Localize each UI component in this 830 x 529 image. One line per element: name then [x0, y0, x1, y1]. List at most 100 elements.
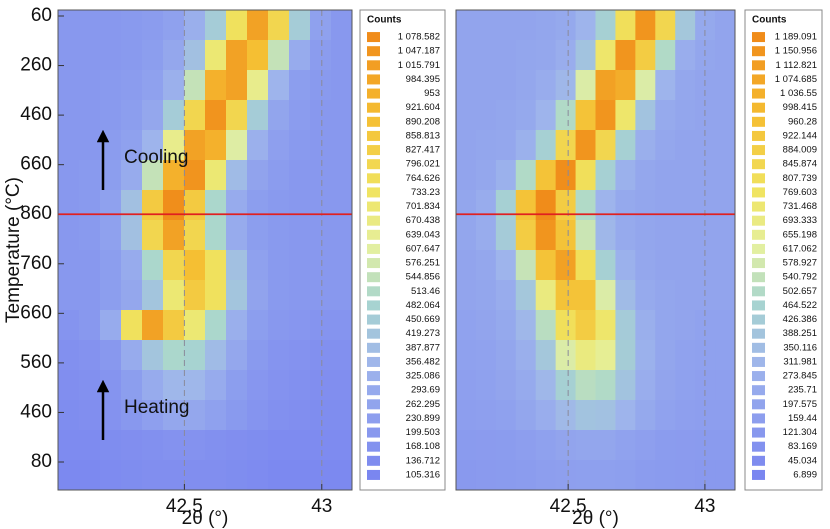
heat-cell	[635, 340, 656, 371]
heat-cell	[675, 430, 696, 461]
heat-cell	[184, 10, 206, 41]
heat-cell	[184, 460, 206, 491]
heat-cell	[475, 190, 497, 221]
heat-cell	[635, 460, 656, 491]
heat-cell	[100, 250, 122, 281]
heat-cell	[575, 130, 596, 161]
y-tick-label: 560	[20, 352, 52, 373]
heat-cell	[310, 310, 332, 341]
heat-cell	[142, 460, 164, 491]
legend-swatch	[752, 272, 765, 283]
legend-swatch	[752, 74, 765, 85]
heat-cell	[715, 70, 736, 101]
heat-cell	[575, 460, 596, 491]
legend-swatch	[752, 215, 765, 226]
legend-label: 168.108	[406, 441, 440, 452]
heat-cell	[575, 370, 596, 401]
heat-cell	[615, 280, 636, 311]
legend-swatch	[752, 385, 765, 396]
heat-cell	[163, 250, 185, 281]
heat-cell	[675, 400, 696, 431]
legend-label: 464.522	[783, 300, 817, 311]
heat-cell	[205, 190, 227, 221]
legend-label: 693.333	[783, 215, 817, 226]
heat-cell	[58, 10, 80, 41]
heat-cell	[79, 370, 101, 401]
legend-label: 1 150.956	[775, 46, 817, 57]
heat-cell	[289, 280, 311, 311]
heat-cell	[535, 220, 557, 251]
legend-label: 356.482	[406, 356, 440, 367]
heat-cell	[535, 400, 557, 431]
heat-cell	[515, 160, 537, 191]
heat-cell	[100, 10, 122, 41]
heat-cell	[310, 220, 332, 251]
heat-cell	[310, 70, 332, 101]
legend-label: 769.603	[783, 187, 817, 198]
heat-cell	[289, 10, 311, 41]
heat-cell	[163, 400, 185, 431]
heat-cell	[226, 310, 248, 341]
legend-label: 159.44	[788, 413, 817, 424]
heat-cell	[79, 130, 101, 161]
heat-cell	[205, 220, 227, 251]
heat-cell	[575, 400, 596, 431]
heat-cell	[289, 310, 311, 341]
heat-cell	[675, 190, 696, 221]
heat-cell	[456, 340, 477, 371]
heat-cell	[58, 310, 80, 341]
heat-cell	[495, 400, 517, 431]
heat-cell	[635, 280, 656, 311]
heat-cell	[58, 250, 80, 281]
heat-cell	[595, 430, 616, 461]
heat-cell	[205, 370, 227, 401]
heat-cell	[456, 430, 477, 461]
heat-cell	[142, 340, 164, 371]
heat-cell	[247, 190, 269, 221]
heat-cell	[331, 370, 353, 401]
heat-cell	[58, 430, 80, 461]
heat-cell	[515, 400, 537, 431]
heat-cell	[495, 460, 517, 491]
heat-cell	[675, 160, 696, 191]
legend-swatch	[367, 328, 380, 339]
legend-label: 544.856	[406, 272, 440, 283]
legend-swatch	[752, 328, 765, 339]
heat-cell	[226, 250, 248, 281]
heat-cell	[495, 340, 517, 371]
heat-cell	[268, 370, 290, 401]
heat-cell	[58, 460, 80, 491]
plot-frame	[455, 9, 736, 491]
legend-swatch	[367, 201, 380, 212]
heat-cell	[79, 430, 101, 461]
heat-cell	[142, 430, 164, 461]
heat-cell	[575, 190, 596, 221]
heat-cell	[515, 100, 537, 131]
heat-cell	[595, 340, 616, 371]
legend-label: 83.169	[788, 441, 817, 452]
heat-cell	[121, 130, 143, 161]
heat-cell	[495, 160, 517, 191]
legend-swatch	[367, 187, 380, 198]
heat-cell	[268, 190, 290, 221]
heat-cell	[289, 460, 311, 491]
heat-cell	[331, 250, 353, 281]
heat-cell	[58, 400, 80, 431]
heat-cell	[121, 310, 143, 341]
y-tick-label: 460	[20, 104, 52, 125]
heat-cell	[675, 460, 696, 491]
heat-cell	[595, 160, 616, 191]
heat-cell	[655, 310, 676, 341]
heat-cell	[58, 220, 80, 251]
legend-swatch	[367, 455, 380, 466]
heat-cell	[226, 70, 248, 101]
heat-cell	[205, 280, 227, 311]
heat-cell	[184, 340, 206, 371]
legend-swatch	[752, 60, 765, 71]
heat-cell	[184, 40, 206, 71]
legend-label: 655.198	[783, 229, 817, 240]
legend-swatch	[367, 116, 380, 127]
heat-cell	[79, 460, 101, 491]
heat-cell	[163, 190, 185, 221]
